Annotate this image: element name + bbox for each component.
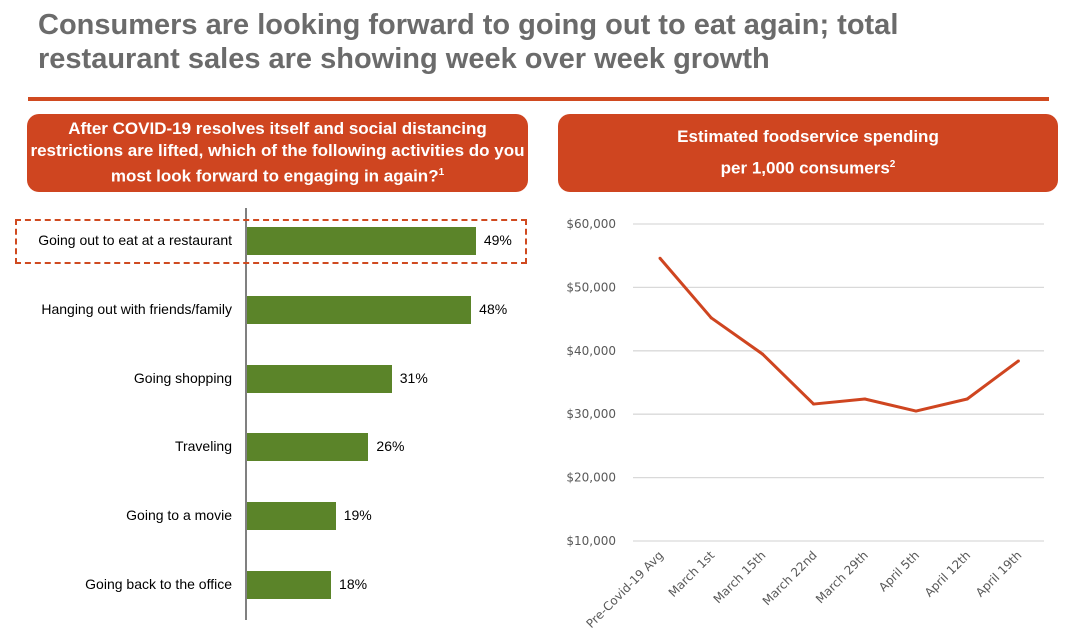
bar [247, 433, 369, 462]
data-label: 31% [399, 369, 428, 386]
category-label: Traveling [174, 438, 232, 455]
data-point [760, 352, 764, 356]
category-label: Going out to eat at a restaurant [38, 232, 232, 248]
question-text: After COVID-19 resolves itself and socia… [30, 119, 525, 186]
bar [247, 364, 392, 393]
y-tick-label: $40,000 [566, 344, 616, 358]
x-tick-label: March 1st [666, 548, 718, 600]
data-label: 49% [483, 232, 512, 248]
bar [247, 227, 476, 255]
survey-question-header: After COVID-19 resolves itself and socia… [27, 114, 528, 192]
y-tick-label: $20,000 [566, 471, 616, 485]
bar-row: Going shopping 31% [0, 364, 540, 393]
x-tick-label: March 29th [813, 548, 871, 606]
data-label: 19% [343, 507, 372, 524]
data-point [965, 397, 969, 401]
data-point [1016, 359, 1020, 363]
spending-line [658, 257, 1020, 413]
y-tick-label: $30,000 [566, 407, 616, 421]
x-tick-label: April 5th [876, 548, 922, 594]
data-point [863, 397, 867, 401]
data-point [914, 409, 918, 413]
bar-row: Going back to the office 18% [0, 571, 540, 599]
bar-row: Traveling 26% [0, 433, 540, 462]
bar-row: Hanging out with friends/family 48% [0, 295, 540, 324]
footnote-marker: 2 [889, 159, 896, 171]
category-label: Going shopping [133, 369, 232, 386]
x-tick-label: March 22nd [760, 548, 820, 608]
bar [247, 295, 472, 324]
y-tick-label: $60,000 [566, 217, 616, 231]
data-label: 18% [339, 576, 368, 592]
bar-chart-axis [245, 208, 247, 620]
data-point [658, 256, 662, 260]
page-title: Consumers are looking forward to going o… [38, 9, 899, 75]
bar [247, 502, 336, 531]
highlight-box [15, 219, 527, 264]
bar [247, 571, 332, 599]
category-label: Hanging out with friends/family [41, 300, 232, 317]
x-tick-label: Pre-Covid-19 Avg [584, 548, 667, 631]
spending-chart-header: Estimated foodservice spending per 1,000 … [558, 114, 1058, 192]
data-point [709, 316, 713, 320]
category-label: Going to a movie [126, 507, 232, 524]
footnote-marker: 1 [438, 167, 445, 179]
y-tick-label: $50,000 [566, 280, 616, 294]
data-label: 26% [376, 438, 405, 455]
header-line2: per 1,000 consumers [720, 158, 890, 178]
bar-row: Going to a movie 19% [0, 502, 540, 531]
x-tick-label: April 19th [973, 548, 1024, 599]
title-divider [28, 97, 1049, 101]
bar-row: Going out to eat at a restaurant 49% [0, 227, 540, 255]
category-label: Going back to the office [85, 576, 232, 592]
data-point [812, 402, 816, 406]
y-tick-label: $10,000 [566, 534, 616, 548]
x-tick-label: April 12th [922, 548, 973, 599]
header-line1: Estimated foodservice spending [677, 127, 939, 147]
data-label: 48% [479, 300, 508, 317]
